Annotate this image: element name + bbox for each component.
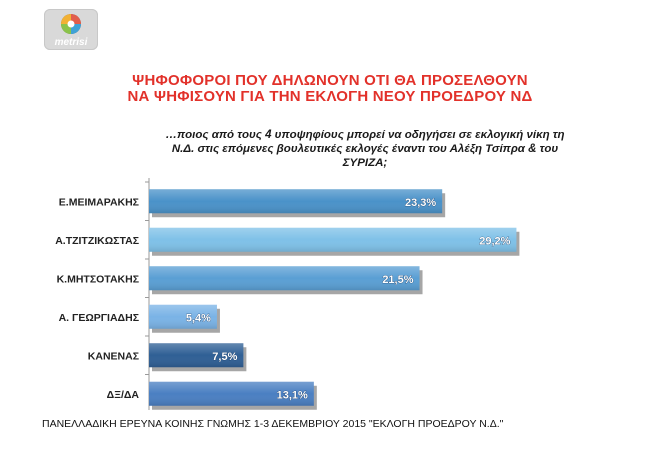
category-label: Α. ΓΕΩΡΓΙΑΔΗΣ xyxy=(59,312,139,324)
title-line-2: ΝΑ ΨΗΦΙΣΟΥΝ ΓΙΑ ΤΗΝ ΕΚΛΟΓΗ ΝΕΟΥ ΠΡΟΕΔΡΟΥ… xyxy=(127,88,533,105)
value-label: 23,3% xyxy=(405,197,436,209)
question-line-3: ΣΥΡΙΖΑ; xyxy=(342,157,388,169)
bar-highlight xyxy=(149,343,244,368)
category-label: ΔΞ/ΔΑ xyxy=(107,389,140,401)
bar-highlight xyxy=(149,266,420,291)
bar-highlight xyxy=(149,189,443,214)
value-label: 7,5% xyxy=(212,351,237,363)
title-line-1: ΨΗΦΟΦΟΡΟΙ ΠΟΥ ΔΗΛΩΝΟΥΝ ΟΤΙ ΘΑ ΠΡΟΣΕΛΘΟΥΝ xyxy=(132,72,528,89)
logo-circle-icon xyxy=(61,14,81,34)
footer-note: ΠΑΝΕΛΛΑΔΙΚΗ ΕΡΕΥΝΑ ΚΟΙΝΗΣ ΓΝΩΜΗΣ 1-3 ΔΕΚ… xyxy=(42,418,504,430)
value-label: 29,2% xyxy=(479,235,510,247)
question-line-1: …ποιος από τους 4 υποψηφίους μπορεί να ο… xyxy=(165,129,565,141)
logo-text: metrisi xyxy=(54,37,88,48)
bar-highlight xyxy=(149,381,314,406)
question-line-2: Ν.Δ. στις επόμενες βουλευτικές εκλογές έ… xyxy=(171,143,559,155)
bar-highlight xyxy=(149,304,217,329)
category-label: Κ.ΜΗΤΣΟΤΑΚΗΣ xyxy=(57,273,139,285)
category-label: Ε.ΜΕΙΜΑΡΑΚΗΣ xyxy=(59,196,139,208)
category-label: ΚΑΝΕΝΑΣ xyxy=(88,350,139,362)
value-label: 13,1% xyxy=(277,389,308,401)
chart-plot-area: Ε.ΜΕΙΜΑΡΑΚΗΣ 23,3% Α.ΤΖΙΤΖΙΚΩΣΤΑΣ 29,2% Κ.ΜΗ… xyxy=(55,178,520,410)
value-label: 5,4% xyxy=(186,312,211,324)
bar-chart: Ε.ΜΕΙΜΑΡΑΚΗΣ 23,3% Α.ΤΖΙΤΖΙΚΩΣΤΑΣ 29,2% Κ.ΜΗ… xyxy=(55,178,520,410)
metrisi-logo: metrisi xyxy=(44,9,98,50)
bar-highlight xyxy=(149,227,517,252)
category-label: Α.ΤΖΙΤΖΙΚΩΣΤΑΣ xyxy=(55,235,139,247)
value-label: 21,5% xyxy=(382,274,413,286)
